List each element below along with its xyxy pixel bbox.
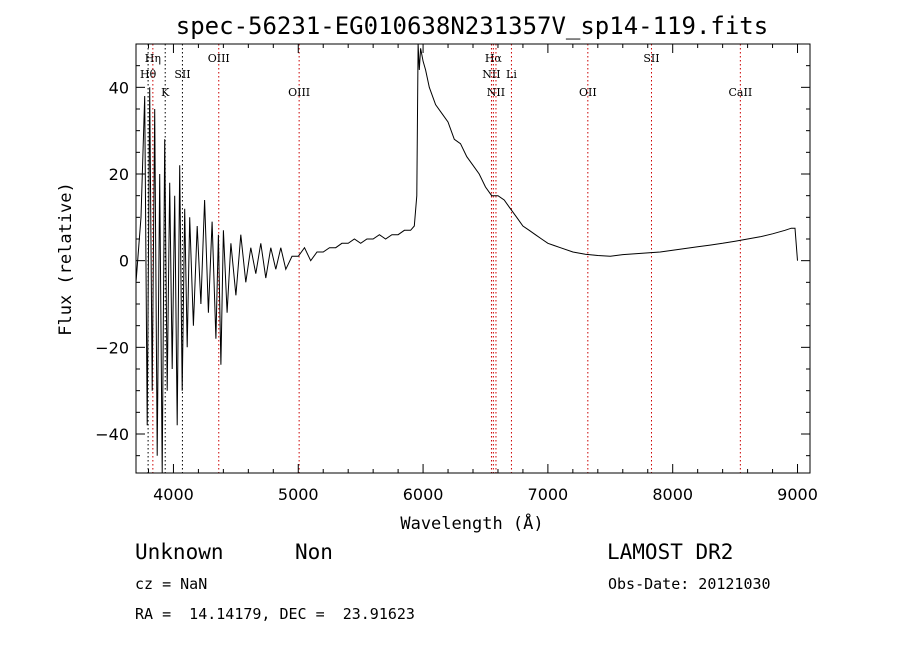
survey-name: LAMOST DR2 [607, 540, 734, 564]
x-tick-label: 8000 [652, 485, 693, 504]
x-tick-label: 6000 [403, 485, 444, 504]
redshift-readout: cz = NaN [135, 575, 208, 593]
y-axis-label: Flux (relative) [56, 182, 76, 336]
x-tick-label: 7000 [528, 485, 569, 504]
y-tick-label: −20 [95, 338, 129, 357]
coordinates: RA = 14.14179, DEC = 23.91623 [135, 605, 415, 623]
line-marker-label: Hη [145, 52, 161, 65]
y-tick-label: 40 [109, 78, 129, 97]
y-tick-label: −40 [95, 425, 129, 444]
line-marker-label: NII [487, 86, 505, 99]
line-marker-label: CaII [729, 86, 753, 99]
line-marker-label: SII [643, 52, 659, 65]
object-subclass: Non [295, 540, 333, 564]
line-marker-label: OIII [288, 86, 310, 99]
spectrum-line [135, 43, 798, 474]
line-marker-label: Li [506, 68, 517, 81]
line-marker-label: SII [174, 68, 190, 81]
line-marker-label: NII [482, 68, 500, 81]
line-marker-label: K [161, 86, 170, 99]
line-marker-label: Hθ [140, 68, 157, 81]
x-axis-ticks: 4000 5000 6000 7000 8000 9000 [147, 44, 818, 504]
x-tick-label: 4000 [153, 485, 194, 504]
line-marker-label: Hα [485, 52, 503, 65]
line-marker-label: OIII [208, 52, 230, 65]
object-class: Unknown [135, 540, 224, 564]
y-tick-label: 0 [119, 252, 129, 271]
plot-frame [135, 43, 811, 474]
x-axis-label: Wavelength (Å) [400, 512, 543, 534]
y-axis-ticks: −40 −20 0 20 40 [95, 43, 810, 457]
line-marker-label: OII [579, 86, 597, 99]
x-tick-label: 5000 [278, 485, 319, 504]
y-tick-label: 20 [109, 165, 129, 184]
x-tick-label: 9000 [777, 485, 818, 504]
obs-date: Obs-Date: 20121030 [608, 575, 771, 593]
chart-title: spec-56231-EG010638N231357V_sp14-119.fit… [176, 12, 768, 40]
